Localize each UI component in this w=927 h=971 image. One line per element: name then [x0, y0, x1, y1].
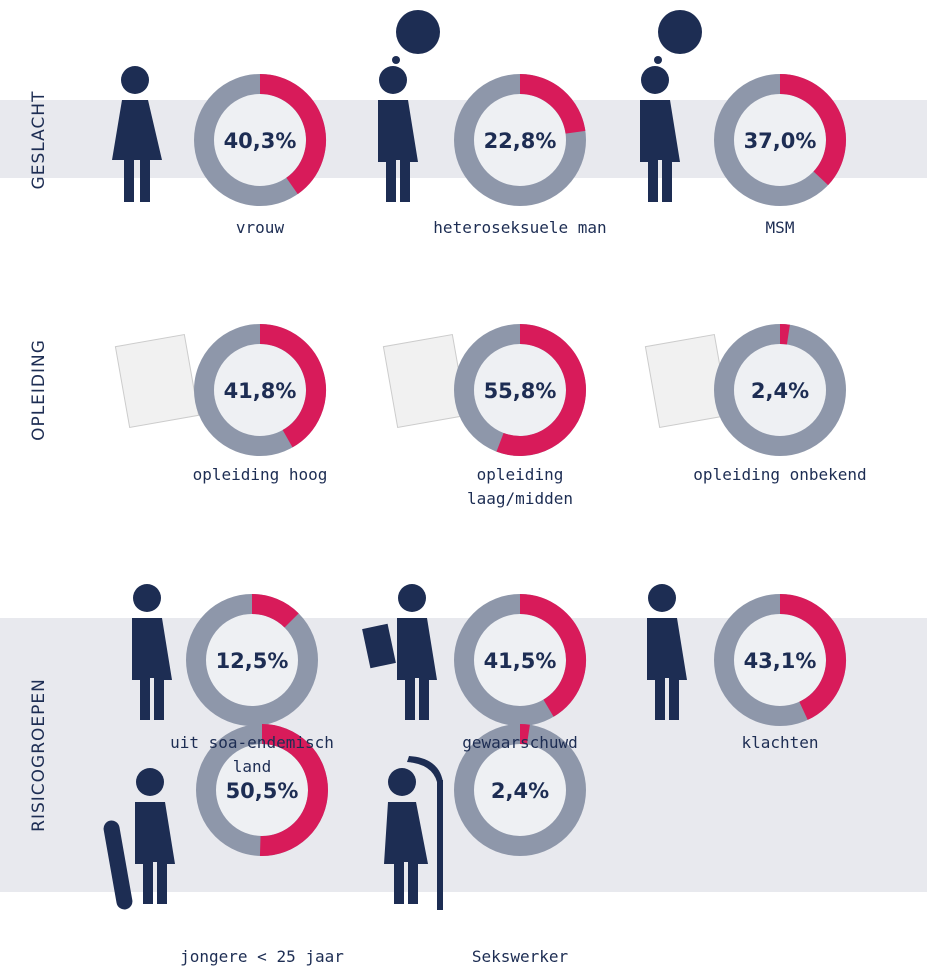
section-title: OPLEIDING — [29, 339, 49, 441]
value-label: 37,0% — [744, 129, 817, 153]
category-label: opleiding onbekend — [685, 463, 875, 487]
category-label: MSM — [685, 216, 875, 240]
category-label: jongere < 25 jaar — [167, 945, 357, 969]
category-label: heteroseksuele man — [425, 216, 615, 240]
section-title: RISICOGROEPEN — [29, 678, 49, 832]
value-label: 2,4% — [751, 379, 809, 403]
donut-segment — [780, 334, 788, 335]
section-title: GESLACHT — [29, 91, 49, 190]
value-label: 22,8% — [484, 129, 557, 153]
infographic: GESLACHT OPLEIDING RISICOGROEPEN 40,3% 22… — [0, 0, 927, 971]
value-label: 50,5% — [226, 779, 299, 803]
category-label: uit soa-endemisch land — [157, 731, 347, 779]
value-label: 12,5% — [216, 649, 289, 673]
value-label: 2,4% — [491, 779, 549, 803]
value-label: 41,8% — [224, 379, 297, 403]
category-label: Sekswerker — [425, 945, 615, 969]
category-label: opleiding laag/midden — [425, 463, 615, 511]
category-label: klachten — [685, 731, 875, 755]
value-label: 41,5% — [484, 649, 557, 673]
category-label: opleiding hoog — [165, 463, 355, 487]
value-label: 55,8% — [484, 379, 557, 403]
value-label: 43,1% — [744, 649, 817, 673]
value-label: 40,3% — [224, 129, 297, 153]
category-label: gewaarschuwd — [425, 731, 615, 755]
category-label: vrouw — [165, 216, 355, 240]
